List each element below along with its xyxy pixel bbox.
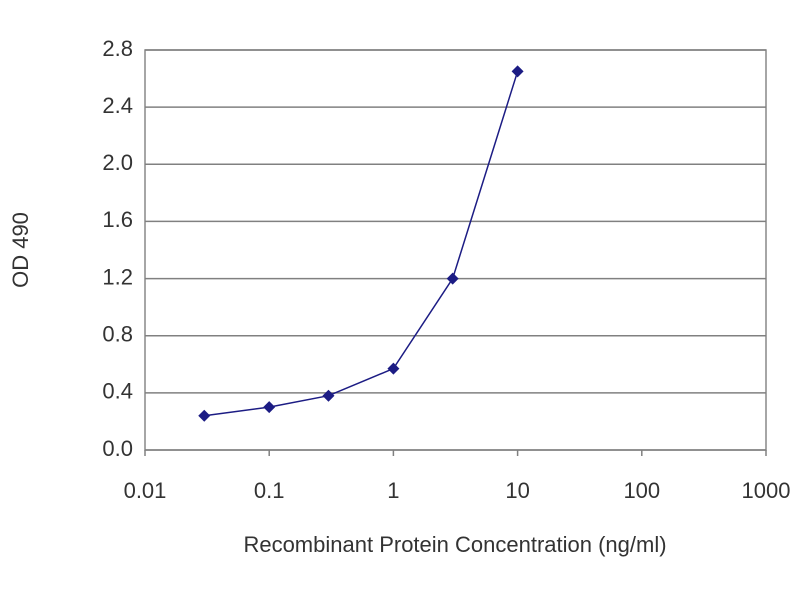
- y-tick-label: 2.0: [102, 150, 133, 175]
- data-point: [387, 362, 400, 375]
- x-tick-label: 0.01: [124, 478, 167, 503]
- x-tick-label: 1000: [742, 478, 791, 503]
- y-axis-label: OD 490: [8, 212, 33, 288]
- y-tick-label: 0.0: [102, 436, 133, 461]
- x-axis-label: Recombinant Protein Concentration (ng/ml…: [243, 532, 666, 557]
- x-tick-label: 0.1: [254, 478, 285, 503]
- x-tick-label: 100: [623, 478, 660, 503]
- data-point: [322, 389, 335, 402]
- data-point: [511, 65, 524, 78]
- plot-area: [144, 49, 767, 451]
- y-tick-label: 0.4: [102, 379, 133, 404]
- x-tick-label: 1: [387, 478, 399, 503]
- series-line: [204, 71, 519, 417]
- y-tick-label: 1.2: [102, 264, 133, 289]
- y-tick-label: 2.4: [102, 93, 133, 118]
- x-tick-label: 10: [505, 478, 529, 503]
- data-point: [198, 409, 211, 422]
- y-tick-label: 2.8: [102, 36, 133, 61]
- data-point: [263, 401, 276, 414]
- data-point: [446, 272, 459, 285]
- y-tick-label: 0.8: [102, 322, 133, 347]
- y-tick-label: 1.6: [102, 207, 133, 232]
